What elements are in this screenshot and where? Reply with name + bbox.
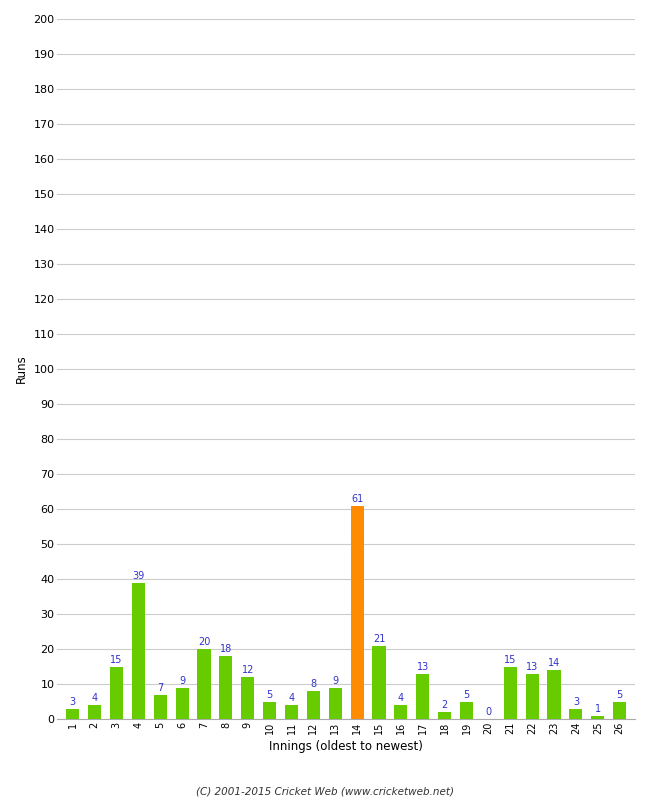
Text: 4: 4 [289, 694, 294, 703]
Bar [198, 649, 211, 719]
Text: 15: 15 [111, 655, 123, 665]
Bar [350, 506, 364, 719]
Bar [438, 712, 451, 719]
Bar [504, 666, 517, 719]
Text: 8: 8 [310, 679, 317, 690]
X-axis label: Innings (oldest to newest): Innings (oldest to newest) [269, 740, 423, 753]
Text: 7: 7 [157, 683, 163, 693]
Bar [132, 582, 145, 719]
Bar [569, 709, 582, 719]
Bar [307, 691, 320, 719]
Bar [547, 670, 560, 719]
Text: 39: 39 [133, 571, 144, 581]
Text: 21: 21 [373, 634, 385, 644]
Bar [613, 702, 626, 719]
Bar [263, 702, 276, 719]
Text: 2: 2 [441, 701, 448, 710]
Bar [241, 677, 254, 719]
Y-axis label: Runs: Runs [15, 354, 28, 383]
Text: 20: 20 [198, 638, 210, 647]
Bar [285, 705, 298, 719]
Text: 14: 14 [548, 658, 560, 669]
Bar [176, 688, 188, 719]
Text: 4: 4 [92, 694, 98, 703]
Text: 0: 0 [486, 707, 491, 718]
Bar [460, 702, 473, 719]
Text: 61: 61 [351, 494, 363, 504]
Bar [66, 709, 79, 719]
Bar [329, 688, 342, 719]
Text: 5: 5 [617, 690, 623, 700]
Bar [110, 666, 123, 719]
Bar [219, 656, 233, 719]
Text: 18: 18 [220, 645, 232, 654]
Text: 4: 4 [398, 694, 404, 703]
Bar [153, 694, 167, 719]
Bar [416, 674, 430, 719]
Text: 3: 3 [70, 697, 76, 707]
Text: 5: 5 [463, 690, 470, 700]
Bar [592, 716, 604, 719]
Text: 5: 5 [266, 690, 273, 700]
Bar [395, 705, 408, 719]
Text: 9: 9 [179, 676, 185, 686]
Text: (C) 2001-2015 Cricket Web (www.cricketweb.net): (C) 2001-2015 Cricket Web (www.cricketwe… [196, 786, 454, 796]
Text: 3: 3 [573, 697, 579, 707]
Bar [88, 705, 101, 719]
Bar [526, 674, 539, 719]
Text: 15: 15 [504, 655, 517, 665]
Text: 9: 9 [332, 676, 339, 686]
Bar [372, 646, 385, 719]
Text: 13: 13 [417, 662, 429, 672]
Text: 13: 13 [526, 662, 538, 672]
Text: 1: 1 [595, 704, 601, 714]
Text: 12: 12 [242, 666, 254, 675]
